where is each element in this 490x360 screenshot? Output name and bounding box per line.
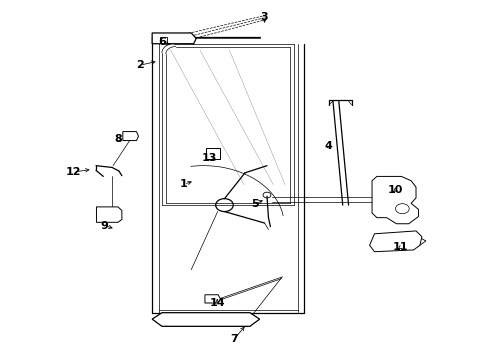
Text: 14: 14 xyxy=(209,298,225,308)
Text: 11: 11 xyxy=(392,242,408,252)
Polygon shape xyxy=(123,132,139,140)
Text: 9: 9 xyxy=(101,221,109,230)
Text: 8: 8 xyxy=(114,134,122,144)
Text: 6: 6 xyxy=(158,37,166,47)
Text: 4: 4 xyxy=(324,141,332,151)
Polygon shape xyxy=(369,231,422,252)
Polygon shape xyxy=(152,33,196,44)
Polygon shape xyxy=(152,313,260,326)
Polygon shape xyxy=(372,176,418,224)
Polygon shape xyxy=(97,207,122,222)
Text: 7: 7 xyxy=(230,334,238,344)
Text: 10: 10 xyxy=(388,185,403,195)
Text: 1: 1 xyxy=(180,179,188,189)
Text: 12: 12 xyxy=(65,167,81,177)
Text: 3: 3 xyxy=(261,12,269,22)
Text: 5: 5 xyxy=(251,199,259,210)
Polygon shape xyxy=(206,148,220,159)
Text: 2: 2 xyxy=(136,60,144,70)
Text: 13: 13 xyxy=(202,153,218,163)
Polygon shape xyxy=(205,295,220,303)
Polygon shape xyxy=(160,37,167,43)
